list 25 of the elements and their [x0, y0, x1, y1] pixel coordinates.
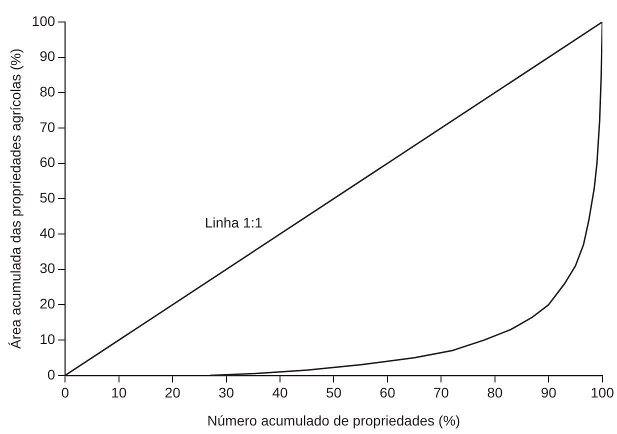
x-tick-label: 70 — [433, 384, 450, 401]
x-tick-label: 80 — [487, 384, 503, 401]
x-tick-label: 50 — [326, 384, 342, 401]
x-tick-label: 90 — [540, 384, 557, 401]
x-tick-label: 10 — [111, 384, 127, 401]
y-axis-title: Área acumulada das propriedades agrícolas (%) — [7, 48, 24, 349]
x-tick-label: 40 — [272, 384, 288, 401]
x-tick-label: 20 — [164, 384, 181, 401]
y-tick-label: 10 — [40, 330, 56, 347]
y-tick-label: 0 — [47, 366, 56, 382]
y-tick-label: 80 — [40, 84, 56, 100]
x-tick-label: 60 — [380, 384, 396, 401]
y-tick-label: 50 — [40, 190, 56, 206]
x-tick-label: 100 — [590, 384, 614, 401]
y-tick-label: 60 — [40, 154, 56, 170]
y-tick-label: 20 — [40, 296, 56, 312]
y-tick-label: 70 — [40, 118, 56, 135]
annotation: Linha 1:1 — [204, 214, 263, 230]
y-tick-label: 90 — [40, 48, 56, 64]
y-tick-label: 100 — [32, 12, 56, 29]
y-tick-label: 40 — [40, 224, 56, 241]
x-tick-label: 0 — [61, 384, 70, 401]
y-tick-label: 30 — [40, 260, 56, 276]
x-tick-label: 30 — [218, 384, 234, 401]
x-axis-title: Número acumulado de propriedades (%) — [207, 412, 460, 428]
